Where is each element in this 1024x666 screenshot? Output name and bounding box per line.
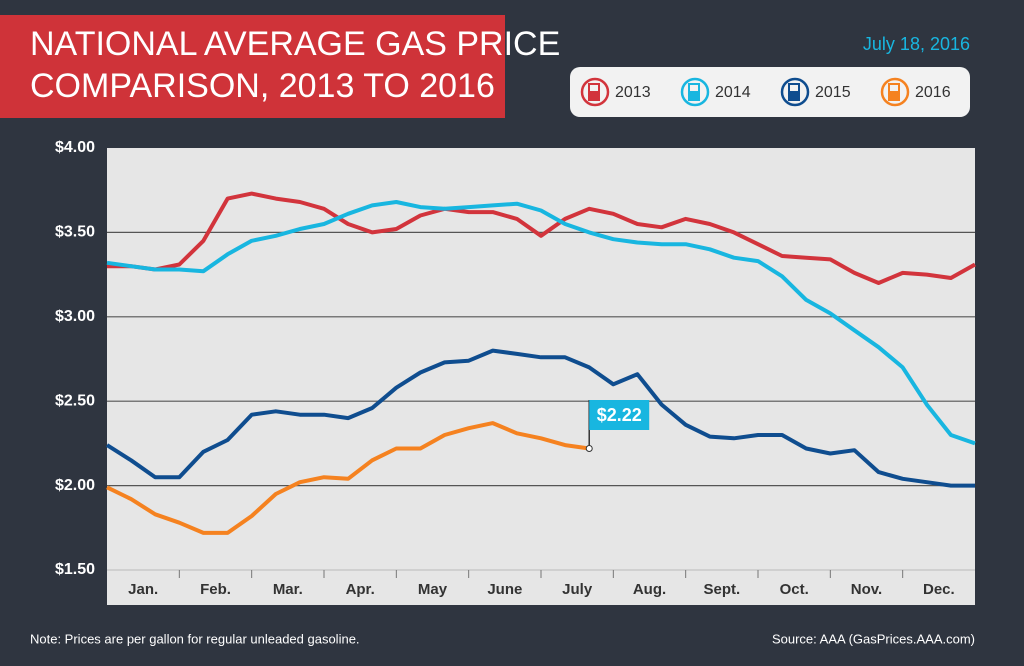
legend-label: 2014 xyxy=(715,84,751,101)
note: Note: Prices are per gallon for regular … xyxy=(30,631,360,646)
legend-icon xyxy=(680,77,710,107)
chart-title: NATIONAL AVERAGE GAS PRICE xyxy=(30,25,560,63)
series-line xyxy=(106,200,976,446)
y-tick-label: $3.50 xyxy=(55,224,95,241)
y-tick-label: $2.00 xyxy=(55,477,95,494)
source: Source: AAA (GasPrices.AAA.com) xyxy=(772,631,975,646)
x-tick-label: Mar. xyxy=(273,581,303,598)
legend-icon xyxy=(589,91,599,100)
x-tick-label: Aug. xyxy=(633,581,666,598)
legend-label: 2016 xyxy=(915,84,951,101)
x-tick-label: Nov. xyxy=(851,581,882,598)
x-tick-label: Feb. xyxy=(200,581,231,598)
x-tick-label: Oct. xyxy=(780,581,809,598)
series-line xyxy=(105,348,975,488)
x-tick-label: Apr. xyxy=(346,581,375,598)
chart-title: COMPARISON, 2013 TO 2016 xyxy=(30,67,495,105)
y-tick-label: $3.00 xyxy=(55,308,95,325)
date: July 18, 2016 xyxy=(863,34,970,54)
legend-icon xyxy=(789,91,799,100)
x-tick-label: Jan. xyxy=(128,581,158,598)
x-tick-label: May xyxy=(418,581,448,598)
x-tick-label: July xyxy=(562,581,593,598)
legend-icon xyxy=(580,77,610,107)
callout-label: $2.22 xyxy=(597,405,642,425)
legend-label: 2013 xyxy=(615,84,651,101)
callout-box xyxy=(589,400,650,430)
callout-point xyxy=(585,444,593,452)
y-tick-label: $2.50 xyxy=(55,392,95,409)
x-tick-label: Dec. xyxy=(923,581,955,598)
x-tick-label: June xyxy=(487,581,522,598)
series-line xyxy=(106,421,590,535)
legend-icon xyxy=(889,91,899,100)
legend-label: 2015 xyxy=(815,84,851,101)
y-tick-label: $4.00 xyxy=(55,139,95,156)
series-line xyxy=(107,191,976,285)
x-tick-label: Sept. xyxy=(703,581,740,598)
title-box xyxy=(0,15,505,118)
y-tick-label: $1.50 xyxy=(55,561,95,578)
legend-icon xyxy=(880,77,910,107)
legend-icon xyxy=(689,91,699,100)
legend-icon xyxy=(780,77,810,107)
legend xyxy=(570,67,970,117)
